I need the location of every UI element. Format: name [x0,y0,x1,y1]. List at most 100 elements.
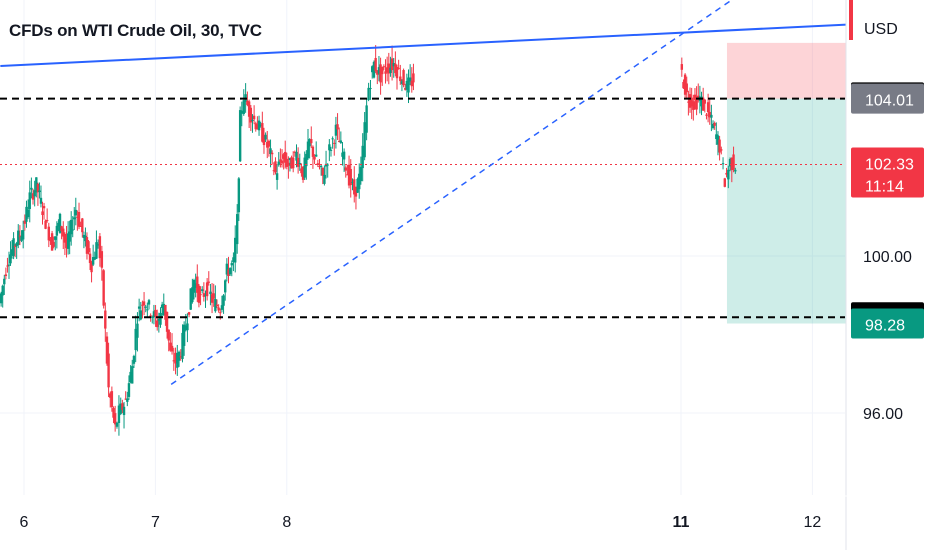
candle[interactable] [134,315,137,363]
candle[interactable] [28,180,31,223]
candle[interactable] [57,219,60,232]
candle[interactable] [381,66,384,86]
candle[interactable] [282,152,285,170]
candle[interactable] [394,51,397,77]
candle[interactable] [734,167,737,174]
candle[interactable] [107,342,110,398]
candle[interactable] [181,324,184,363]
candle[interactable] [47,222,51,248]
candle[interactable] [91,244,95,267]
candle[interactable] [269,139,272,168]
candle[interactable] [407,69,410,104]
candle[interactable] [49,236,52,245]
candle[interactable] [38,182,41,199]
candle[interactable] [318,159,321,170]
candle[interactable] [238,106,242,163]
candle[interactable] [395,64,399,90]
candle[interactable] [122,402,126,429]
candle[interactable] [21,220,25,249]
candle[interactable] [115,421,119,429]
candle[interactable] [215,299,219,309]
candle[interactable] [346,164,349,176]
candle[interactable] [15,241,18,259]
candle[interactable] [306,128,310,160]
candle[interactable] [69,211,73,246]
candle[interactable] [41,201,44,225]
candle[interactable] [192,278,196,300]
candle[interactable] [311,145,315,169]
candle[interactable] [266,130,269,159]
candle[interactable] [96,239,100,249]
candle[interactable] [371,65,374,79]
candle[interactable] [377,55,381,82]
candle[interactable] [162,293,165,316]
candle[interactable] [88,248,92,271]
candle[interactable] [399,64,402,85]
candle[interactable] [363,111,366,161]
candle[interactable] [31,188,35,205]
candle[interactable] [220,295,224,313]
candle[interactable] [177,350,181,367]
candle[interactable] [20,230,23,243]
candle[interactable] [405,73,409,97]
candle[interactable] [35,177,38,198]
candle[interactable] [205,278,209,301]
candle[interactable] [196,264,199,302]
candle[interactable] [723,177,726,188]
candle[interactable] [23,214,27,231]
candle[interactable] [688,87,692,113]
candle[interactable] [189,288,192,310]
candle[interactable] [392,57,395,78]
candle[interactable] [292,151,295,173]
candle[interactable] [90,260,93,283]
candle[interactable] [186,313,189,343]
candle[interactable] [6,257,9,273]
candle[interactable] [387,52,390,85]
candle[interactable] [7,251,11,279]
candle[interactable] [323,165,326,186]
candle[interactable] [333,139,336,156]
candle[interactable] [98,233,102,267]
candle[interactable] [356,177,359,193]
candle[interactable] [379,57,382,95]
candle[interactable] [695,86,698,116]
candle[interactable] [701,87,705,111]
candle[interactable] [374,45,377,74]
candle[interactable] [202,282,206,302]
candle[interactable] [210,283,214,314]
candle[interactable] [230,260,233,277]
candle[interactable] [3,274,6,295]
candle[interactable] [252,105,256,125]
candle[interactable] [412,63,415,91]
price-badge[interactable]: 104.01 [851,83,924,114]
candle[interactable] [224,279,227,301]
candle[interactable] [390,45,394,81]
candle[interactable] [397,59,400,70]
candle[interactable] [100,245,104,281]
candle[interactable] [36,182,40,206]
candle[interactable] [50,230,54,251]
candle[interactable] [66,221,70,255]
candle[interactable] [369,79,372,100]
candle[interactable] [285,152,288,170]
candle[interactable] [60,225,63,240]
candle[interactable] [227,256,230,284]
candle[interactable] [247,99,251,128]
candle[interactable] [68,220,71,255]
candle[interactable] [81,217,84,238]
candle[interactable] [76,210,79,231]
candle[interactable] [682,79,685,89]
candle[interactable] [151,315,154,324]
candle[interactable] [139,301,142,321]
candle[interactable] [246,91,249,107]
candle[interactable] [280,149,284,168]
candle[interactable] [708,99,711,125]
candle[interactable] [288,157,292,172]
candle[interactable] [137,298,141,322]
candle[interactable] [251,114,254,133]
candle[interactable] [262,127,266,154]
candle[interactable] [121,399,124,414]
candle[interactable] [1,284,4,308]
